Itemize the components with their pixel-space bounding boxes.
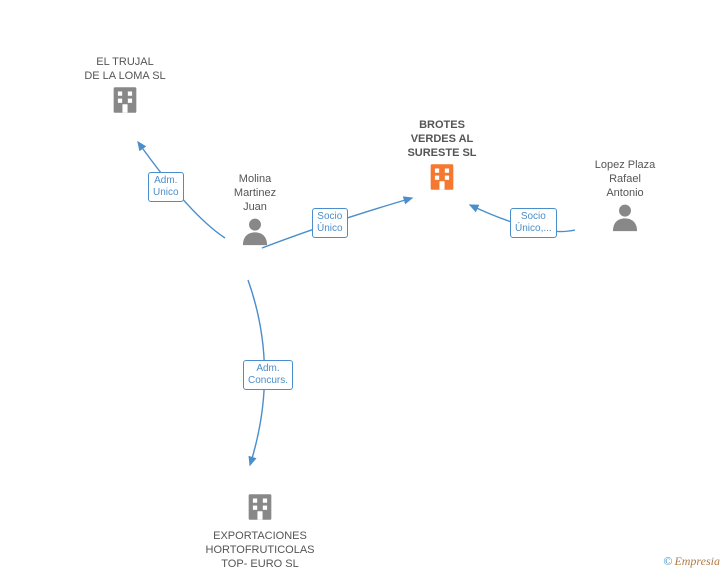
node-label: BROTES VERDES AL SURESTE SL: [407, 118, 476, 160]
edge-label-socio-unico: Socio Único: [312, 208, 348, 238]
building-icon: [108, 83, 142, 122]
building-icon: [243, 490, 277, 529]
node-exportaciones[interactable]: EXPORTACIONES HORTOFRUTICOLAS TOP- EURO …: [195, 490, 325, 571]
node-label: EXPORTACIONES HORTOFRUTICOLAS TOP- EURO …: [206, 529, 315, 571]
node-lopez-plaza[interactable]: Lopez Plaza Rafael Antonio: [560, 158, 690, 239]
credit: ©Empresia: [663, 554, 720, 569]
node-label: Lopez Plaza Rafael Antonio: [595, 158, 656, 200]
building-icon: [425, 160, 459, 199]
edge-label-adm-unico: Adm. Unico: [148, 172, 184, 202]
node-label: Molina Martinez Juan: [234, 172, 276, 214]
node-el-trujal[interactable]: EL TRUJAL DE LA LOMA SL: [60, 55, 190, 122]
edge-label-socio-unico-2: Socio Único,...: [510, 208, 557, 238]
credit-text: Empresia: [674, 554, 720, 568]
node-brotes-verdes[interactable]: BROTES VERDES AL SURESTE SL: [377, 118, 507, 199]
node-molina-martinez[interactable]: Molina Martinez Juan: [190, 172, 320, 253]
copyright-symbol: ©: [663, 554, 672, 568]
person-icon: [608, 200, 642, 239]
node-label: EL TRUJAL DE LA LOMA SL: [84, 55, 165, 83]
person-icon: [238, 214, 272, 253]
edge-label-adm-concurs: Adm. Concurs.: [243, 360, 293, 390]
